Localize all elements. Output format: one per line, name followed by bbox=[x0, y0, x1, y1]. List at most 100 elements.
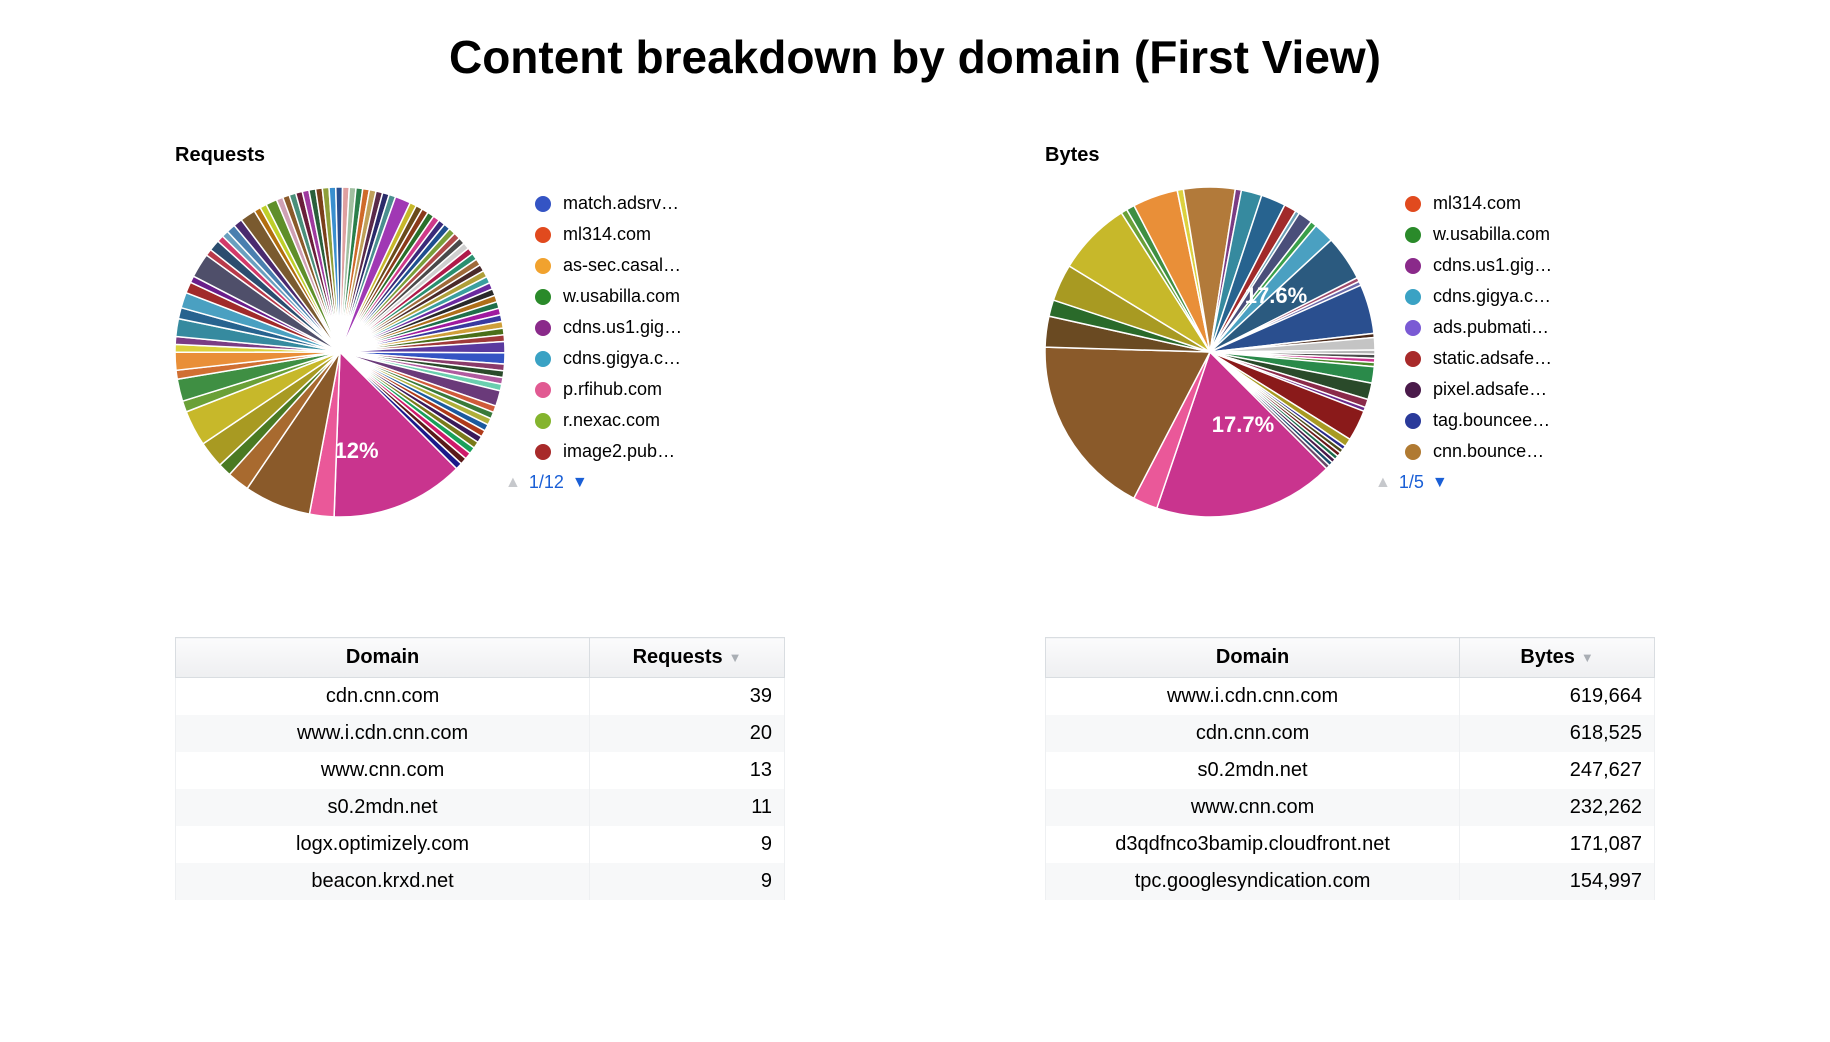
legend-swatch bbox=[535, 382, 551, 398]
cell-domain: www.cnn.com bbox=[1046, 789, 1460, 826]
legend-item[interactable]: match.adsrv… bbox=[535, 193, 682, 214]
legend-swatch bbox=[1405, 444, 1421, 460]
legend-label: image2.pub… bbox=[563, 441, 675, 462]
cell-value: 154,997 bbox=[1460, 863, 1655, 900]
legend-item[interactable]: pixel.adsafe… bbox=[1405, 379, 1552, 400]
table-row: www.cnn.com232,262 bbox=[1046, 789, 1655, 826]
legend-label: w.usabilla.com bbox=[1433, 224, 1550, 245]
legend-swatch bbox=[535, 351, 551, 367]
legend-item[interactable]: p.rfihub.com bbox=[535, 379, 682, 400]
cell-domain: cdn.cnn.com bbox=[1046, 715, 1460, 752]
cell-value: 9 bbox=[590, 863, 785, 900]
cell-value: 39 bbox=[590, 678, 785, 716]
cell-value: 13 bbox=[590, 752, 785, 789]
requests-pager-text: 1/12 bbox=[529, 472, 564, 493]
cell-value: 11 bbox=[590, 789, 785, 826]
legend-swatch bbox=[1405, 351, 1421, 367]
bytes-table-header-domain[interactable]: Domain bbox=[1046, 638, 1460, 678]
requests-chart-row: 12% match.adsrv… ml314.com as-sec.casal… w.… bbox=[175, 187, 785, 517]
bytes-chart-row: 17.6%17.7% ml314.com w.usabilla.com cdns.u… bbox=[1045, 187, 1655, 517]
legend-item[interactable]: w.usabilla.com bbox=[1405, 224, 1552, 245]
bytes-legend-col: ml314.com w.usabilla.com cdns.us1.gig… cdns… bbox=[1375, 187, 1552, 493]
table-row: www.i.cdn.cnn.com619,664 bbox=[1046, 678, 1655, 716]
requests-table: Domain Requests▼ cdn.cnn.com39www.i.cdn.… bbox=[175, 637, 785, 900]
bytes-legend-pager: ▲ 1/5 ▼ bbox=[1375, 472, 1552, 493]
cell-domain: tpc.googlesyndication.com bbox=[1046, 863, 1460, 900]
legend-label: cdns.gigya.c… bbox=[1433, 286, 1551, 307]
requests-chart-title: Requests bbox=[175, 144, 785, 167]
legend-item[interactable]: as-sec.casal… bbox=[535, 255, 682, 276]
legend-swatch bbox=[1405, 258, 1421, 274]
legend-item[interactable]: tag.bouncee… bbox=[1405, 410, 1552, 431]
legend-swatch bbox=[535, 289, 551, 305]
legend-item[interactable]: ml314.com bbox=[535, 224, 682, 245]
legend-swatch bbox=[535, 444, 551, 460]
chart-panels: Requests 12% match.adsrv… ml314.com as-sec… bbox=[0, 144, 1830, 517]
cell-value: 171,087 bbox=[1460, 826, 1655, 863]
legend-label: ads.pubmati… bbox=[1433, 317, 1549, 338]
legend-label: r.nexac.com bbox=[563, 410, 660, 431]
legend-item[interactable]: ads.pubmati… bbox=[1405, 317, 1552, 338]
cell-value: 618,525 bbox=[1460, 715, 1655, 752]
legend-item[interactable]: cdns.gigya.c… bbox=[1405, 286, 1552, 307]
legend-swatch bbox=[1405, 289, 1421, 305]
cell-value: 9 bbox=[590, 826, 785, 863]
bytes-panel: Bytes 17.6%17.7% ml314.comw.usabilla.com… bbox=[1045, 144, 1655, 517]
legend-swatch bbox=[1405, 196, 1421, 212]
requests-legend-col: match.adsrv… ml314.com as-sec.casal… w.usab… bbox=[505, 187, 682, 493]
pager-next-icon[interactable]: ▼ bbox=[572, 474, 588, 492]
legend-label: ml314.com bbox=[1433, 193, 1521, 214]
bytes-table: Domain Bytes▼ www.i.cdn.cnn.com619,664cd… bbox=[1045, 637, 1655, 900]
bytes-table-header-bytes[interactable]: Bytes▼ bbox=[1460, 638, 1655, 678]
legend-label: ml314.com bbox=[563, 224, 651, 245]
pager-prev-icon[interactable]: ▲ bbox=[1375, 474, 1391, 492]
legend-item[interactable]: cdns.us1.gig… bbox=[535, 317, 682, 338]
bytes-table-wrap: Domain Bytes▼ www.i.cdn.cnn.com619,664cd… bbox=[1045, 637, 1655, 900]
requests-legend-pager: ▲ 1/12 ▼ bbox=[505, 472, 682, 493]
legend-label: w.usabilla.com bbox=[563, 286, 680, 307]
legend-item[interactable]: cdns.us1.gig… bbox=[1405, 255, 1552, 276]
legend-item[interactable]: ml314.com bbox=[1405, 193, 1552, 214]
legend-label: pixel.adsafe… bbox=[1433, 379, 1547, 400]
cell-domain: logx.optimizely.com bbox=[176, 826, 590, 863]
requests-panel: Requests 12% match.adsrv… ml314.com as-sec… bbox=[175, 144, 785, 517]
legend-label: as-sec.casal… bbox=[563, 255, 681, 276]
cell-value: 232,262 bbox=[1460, 789, 1655, 826]
sort-desc-icon: ▼ bbox=[729, 650, 742, 665]
cell-domain: s0.2mdn.net bbox=[1046, 752, 1460, 789]
table-row: s0.2mdn.net247,627 bbox=[1046, 752, 1655, 789]
requests-legend: match.adsrv… ml314.com as-sec.casal… w.usab… bbox=[535, 187, 682, 462]
requests-table-header-domain[interactable]: Domain bbox=[176, 638, 590, 678]
legend-swatch bbox=[535, 196, 551, 212]
legend-label: cdns.us1.gig… bbox=[1433, 255, 1552, 276]
requests-pie-chart: 12% bbox=[175, 187, 505, 517]
legend-swatch bbox=[1405, 320, 1421, 336]
bytes-pager-text: 1/5 bbox=[1399, 472, 1424, 493]
table-row: cdn.cnn.com39 bbox=[176, 678, 785, 716]
cell-domain: www.cnn.com bbox=[176, 752, 590, 789]
legend-label: tag.bouncee… bbox=[1433, 410, 1550, 431]
bytes-pie-chart: 17.6%17.7% bbox=[1045, 187, 1375, 517]
legend-item[interactable]: w.usabilla.com bbox=[535, 286, 682, 307]
legend-item[interactable]: cnn.bounce… bbox=[1405, 441, 1552, 462]
cell-domain: www.i.cdn.cnn.com bbox=[176, 715, 590, 752]
legend-item[interactable]: static.adsafe… bbox=[1405, 348, 1552, 369]
legend-label: match.adsrv… bbox=[563, 193, 679, 214]
legend-item[interactable]: image2.pub… bbox=[535, 441, 682, 462]
table-row: cdn.cnn.com618,525 bbox=[1046, 715, 1655, 752]
cell-domain: www.i.cdn.cnn.com bbox=[1046, 678, 1460, 716]
legend-swatch bbox=[1405, 413, 1421, 429]
table-row: www.cnn.com13 bbox=[176, 752, 785, 789]
cell-value: 247,627 bbox=[1460, 752, 1655, 789]
legend-swatch bbox=[535, 413, 551, 429]
pager-prev-icon[interactable]: ▲ bbox=[505, 474, 521, 492]
table-row: tpc.googlesyndication.com154,997 bbox=[1046, 863, 1655, 900]
cell-domain: d3qdfnco3bamip.cloudfront.net bbox=[1046, 826, 1460, 863]
legend-item[interactable]: r.nexac.com bbox=[535, 410, 682, 431]
legend-label: p.rfihub.com bbox=[563, 379, 662, 400]
table-row: www.i.cdn.cnn.com20 bbox=[176, 715, 785, 752]
table-row: beacon.krxd.net9 bbox=[176, 863, 785, 900]
legend-item[interactable]: cdns.gigya.c… bbox=[535, 348, 682, 369]
requests-table-header-requests[interactable]: Requests▼ bbox=[590, 638, 785, 678]
pager-next-icon[interactable]: ▼ bbox=[1432, 474, 1448, 492]
